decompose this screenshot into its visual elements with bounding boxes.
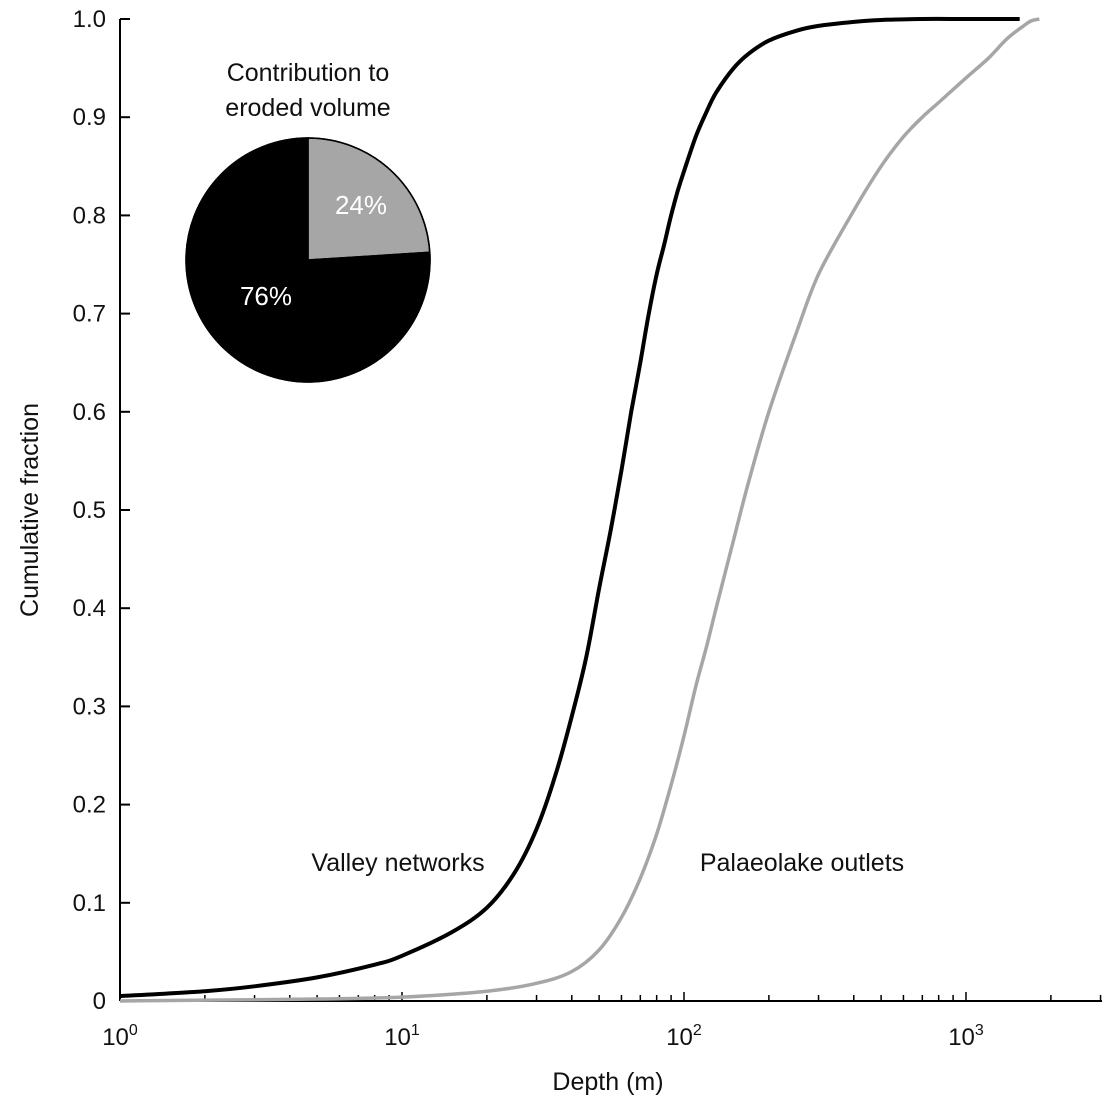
x-tick-exponent: 3	[975, 1022, 984, 1039]
x-tick-exponent: 2	[693, 1022, 702, 1039]
inset-pie-chart: Contribution to eroded volume 24% 76%	[185, 59, 431, 383]
series-line-palaeolake-outlets	[119, 17, 1040, 1003]
x-axis-title: Depth (m)	[552, 1068, 663, 1096]
y-tick-label: 0.3	[73, 693, 106, 720]
pie-title-line: Contribution to	[227, 59, 390, 87]
series-annotations: Valley networks Palaeolake outlets	[311, 849, 904, 877]
series-line-valley-networks	[119, 16, 1020, 999]
y-tick-label: 0.2	[73, 792, 106, 819]
pie-slice-label: 24%	[335, 190, 387, 220]
y-tick-label: 0	[93, 988, 106, 1015]
x-tick-label: 101	[384, 1022, 420, 1051]
x-tick-label: 102	[666, 1022, 702, 1051]
y-tick-label: 1.0	[73, 6, 106, 33]
x-tick-exponent: 0	[129, 1022, 138, 1039]
x-tick-exponent: 1	[411, 1022, 420, 1039]
y-tick-label: 0.8	[73, 202, 106, 229]
pie-title-line: eroded volume	[225, 94, 390, 122]
series-label: Palaeolake outlets	[700, 849, 904, 877]
y-tick-label: 0.9	[73, 104, 106, 131]
y-tick-label: 0.5	[73, 497, 106, 524]
series-lines	[119, 16, 1040, 1003]
pie-outline	[185, 137, 431, 383]
y-axis-title: Cumulative fraction	[16, 403, 44, 617]
pie-slice-label: 76%	[240, 281, 292, 311]
x-tick-label: 103	[948, 1022, 984, 1051]
y-tick-label: 0.4	[73, 595, 106, 622]
x-tick-label: 100	[102, 1022, 138, 1051]
y-tick-label: 0.6	[73, 399, 106, 426]
y-tick-label: 0.7	[73, 301, 106, 328]
series-label: Valley networks	[311, 849, 484, 877]
y-axis: 0 0.1 0.2 0.3 0.4 0.5 0.6 0.7 0.8 0.9 1.0	[73, 6, 130, 1015]
y-tick-label: 0.1	[73, 890, 106, 917]
